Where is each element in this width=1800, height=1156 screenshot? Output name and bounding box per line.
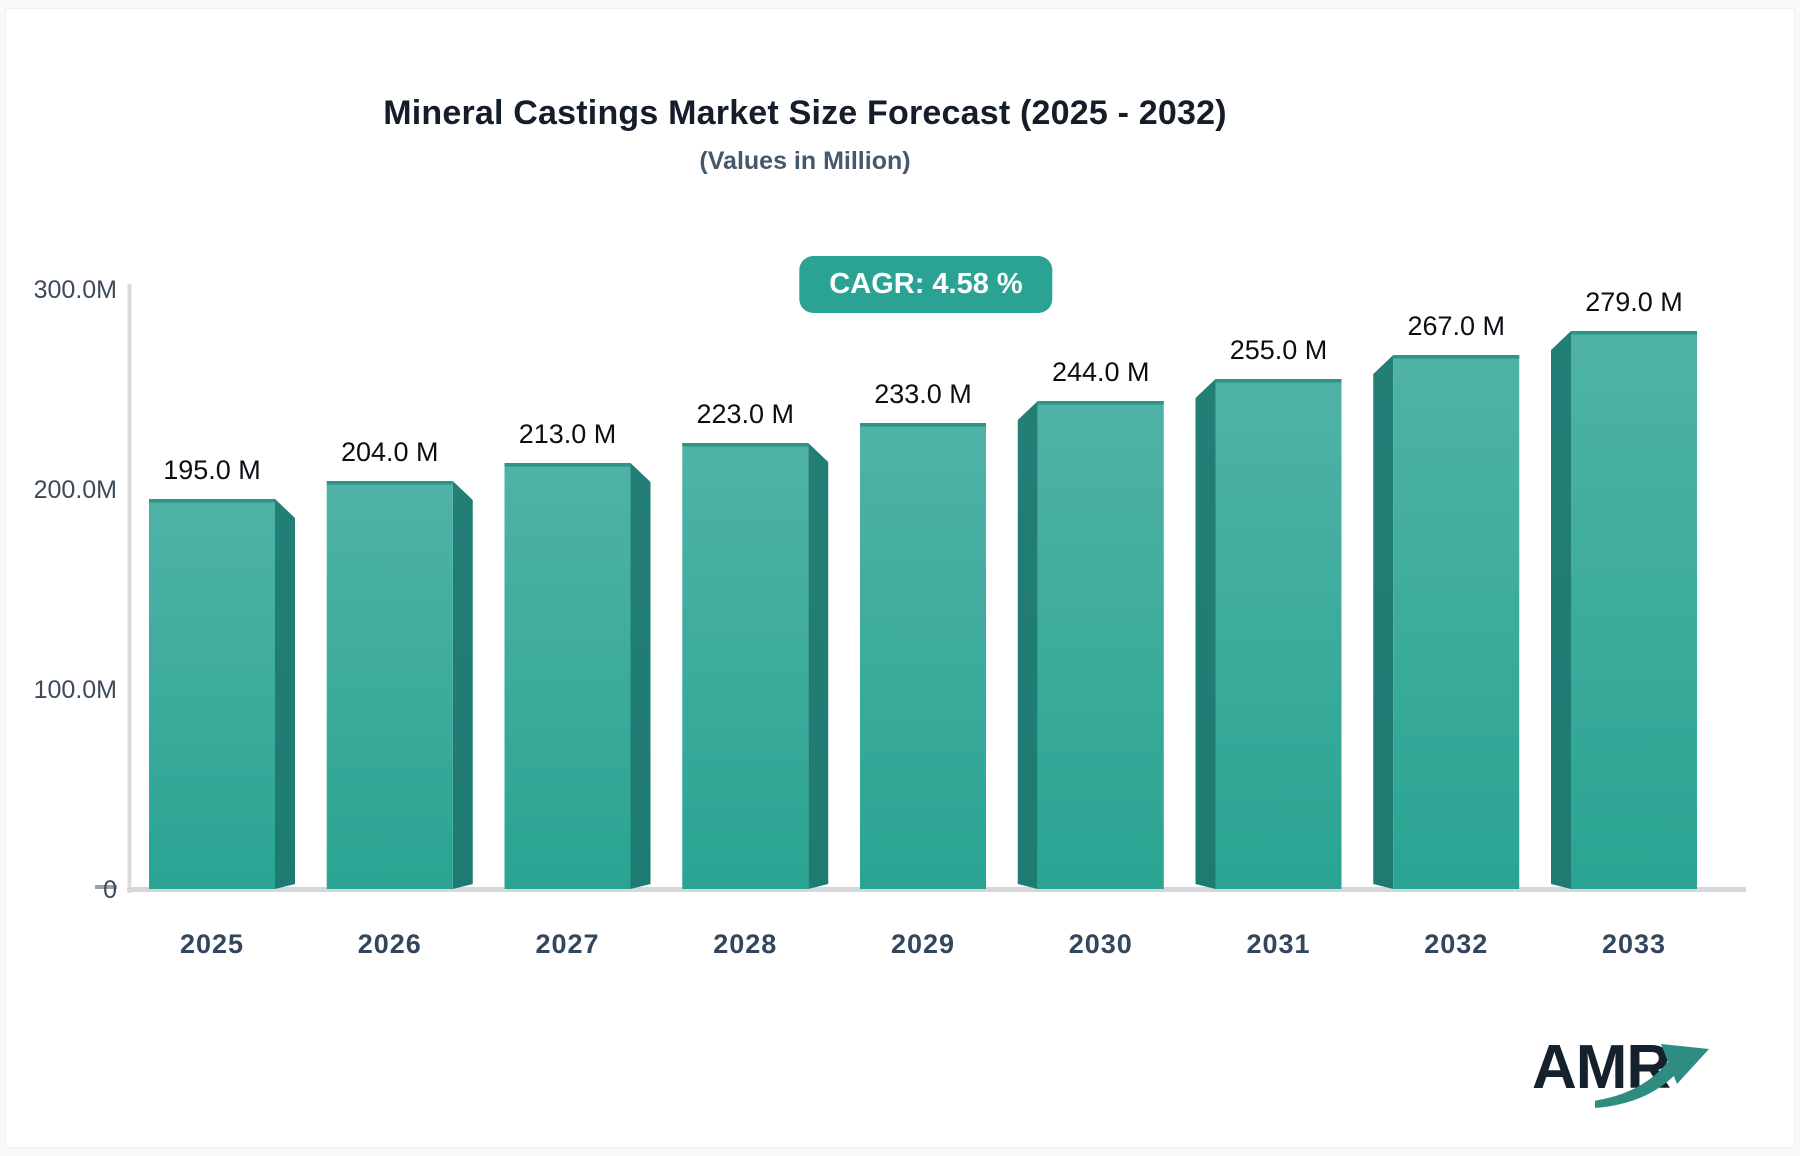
bar-value-label: 244.0 M (1052, 357, 1150, 387)
growth-arrow-icon (1595, 1044, 1709, 1108)
bar-top-edge (149, 499, 275, 503)
bar-front-face (1215, 379, 1342, 889)
bar-value-label: 279.0 M (1585, 287, 1683, 317)
bar-top-edge (1393, 355, 1520, 359)
bar-top-edge (1037, 401, 1164, 405)
y-axis-line (127, 284, 132, 893)
x-axis-label: 2033 (1602, 929, 1666, 959)
x-axis-label: 2032 (1424, 929, 1488, 959)
bar-2026[interactable] (326, 481, 473, 889)
bar-2029[interactable] (860, 423, 986, 889)
bar-2028[interactable] (682, 443, 829, 889)
bar-side-face (452, 481, 473, 889)
zero-tick-mark (95, 885, 117, 889)
bar-front-face (149, 499, 275, 889)
bar-side-face (1551, 331, 1571, 889)
bar-front-face (504, 463, 631, 889)
x-axis-label: 2025 (180, 929, 244, 959)
bar-2027[interactable] (504, 463, 651, 889)
y-axis-label: 300.0M (34, 276, 117, 304)
bar-top-edge (860, 423, 986, 427)
bar-2025[interactable] (149, 499, 295, 889)
bar-value-label: 213.0 M (519, 419, 617, 449)
cagr-badge: CAGR: 4.58 % (799, 256, 1053, 313)
x-axis-baseline (127, 887, 1746, 892)
chart-subtitle: (Values in Million) (699, 147, 911, 175)
bar-2031[interactable] (1195, 379, 1342, 889)
x-axis-label: 2031 (1246, 929, 1310, 959)
labels-layer: 300.0M 200.0M 100.0M 0 195.0 M 2025 204.0 M 202… (34, 276, 1683, 959)
bar-top-edge (682, 443, 809, 447)
bar-2030[interactable] (1017, 401, 1164, 889)
bar-front-face (860, 423, 986, 889)
y-axis-label: 0 (103, 876, 117, 904)
x-axis-label: 2029 (891, 929, 955, 959)
x-axis-label: 2026 (358, 929, 422, 959)
bar-value-label: 223.0 M (696, 399, 794, 429)
bar-top-edge (1571, 331, 1697, 335)
chart-title: Mineral Castings Market Size Forecast (2… (383, 94, 1227, 132)
bar-side-face (1017, 401, 1038, 889)
x-axis-label: 2030 (1069, 929, 1133, 959)
bar-front-face (1571, 331, 1697, 889)
bar-top-edge (1215, 379, 1342, 383)
bar-2033[interactable] (1551, 331, 1697, 889)
bar-value-label: 195.0 M (163, 455, 261, 485)
bar-value-label: 204.0 M (341, 437, 439, 467)
y-axis-label: 100.0M (34, 676, 117, 704)
y-axis-label: 200.0M (34, 476, 117, 504)
bar-front-face (682, 443, 809, 889)
bar-front-face (1393, 355, 1520, 889)
axis-layer (95, 284, 1746, 893)
x-axis-label: 2028 (713, 929, 777, 959)
bar-side-face (630, 463, 651, 889)
bar-side-face (1195, 379, 1216, 889)
bar-side-face (1373, 355, 1394, 889)
bar-front-face (326, 481, 453, 889)
bar-side-face (808, 443, 829, 889)
bar-top-edge (504, 463, 631, 467)
bar-value-label: 267.0 M (1407, 311, 1505, 341)
bar-value-label: 255.0 M (1230, 335, 1328, 365)
bar-2032[interactable] (1373, 355, 1520, 889)
bar-top-edge (326, 481, 453, 485)
bars-layer (149, 331, 1697, 889)
bar-value-label: 233.0 M (874, 379, 972, 409)
amr-logo: AMR (1532, 1032, 1732, 1122)
x-axis-label: 2027 (535, 929, 599, 959)
bar-side-face (275, 499, 295, 889)
bar-front-face (1037, 401, 1164, 889)
